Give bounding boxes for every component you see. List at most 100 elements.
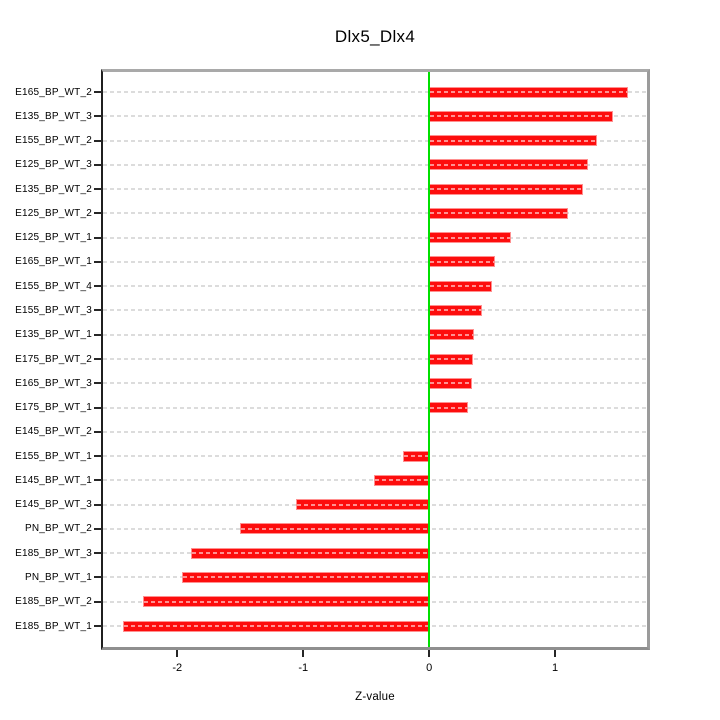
bar-highlight-dash xyxy=(144,600,429,603)
y-axis-label: E145_BP_WT_2 xyxy=(15,426,92,438)
bar xyxy=(295,499,430,511)
y-axis-tick xyxy=(94,503,102,506)
bar-highlight-dash xyxy=(430,115,612,118)
bar xyxy=(429,377,472,389)
y-axis-label: E165_BP_WT_1 xyxy=(15,256,92,268)
bar-highlight-dash xyxy=(430,358,473,360)
gridline xyxy=(103,285,647,288)
x-axis-title: Z-value xyxy=(355,691,395,703)
y-axis-tick xyxy=(94,430,102,433)
y-axis-tick xyxy=(94,527,102,530)
bar xyxy=(429,110,613,122)
y-axis-tick xyxy=(94,285,102,288)
bar xyxy=(429,207,568,219)
y-axis-label: E155_BP_WT_2 xyxy=(15,135,92,147)
bar xyxy=(373,474,430,486)
x-axis-tick-label: 0 xyxy=(426,662,433,674)
gridline xyxy=(103,139,647,142)
bar-highlight-dash xyxy=(430,406,468,409)
y-axis-label: E185_BP_WT_3 xyxy=(15,547,92,559)
y-axis-label: E185_BP_WT_1 xyxy=(15,620,92,632)
bar xyxy=(123,620,430,632)
gridline xyxy=(103,455,647,458)
gridline xyxy=(103,406,647,409)
bar-highlight-dash xyxy=(403,455,429,458)
bar xyxy=(191,547,430,559)
x-axis-tick xyxy=(554,650,557,657)
y-axis-tick xyxy=(94,260,102,263)
x-axis-tick xyxy=(302,650,305,657)
y-axis-label: E125_BP_WT_3 xyxy=(15,159,92,171)
gridline xyxy=(103,236,647,239)
bar-highlight-dash xyxy=(374,479,429,482)
y-axis-tick xyxy=(94,358,102,360)
y-axis-tick xyxy=(94,455,102,458)
y-axis-tick xyxy=(94,576,102,579)
zero-line xyxy=(428,72,431,647)
y-axis-label: E155_BP_WT_4 xyxy=(15,280,92,292)
bar-highlight-dash xyxy=(296,503,429,506)
y-axis-label: E135_BP_WT_1 xyxy=(15,329,92,341)
bar-highlight-dash xyxy=(430,382,471,385)
y-axis-label: E155_BP_WT_1 xyxy=(15,450,92,462)
gridline xyxy=(103,382,647,385)
y-axis-tick xyxy=(94,91,102,93)
bar-highlight-dash xyxy=(430,309,481,312)
bar xyxy=(429,304,482,316)
bar xyxy=(429,280,493,292)
gridline xyxy=(103,333,647,336)
y-axis-tick xyxy=(94,212,102,215)
y-axis-label: E145_BP_WT_3 xyxy=(15,499,92,511)
bar xyxy=(402,450,430,462)
bar-highlight-dash xyxy=(183,576,429,579)
gridline xyxy=(103,91,647,93)
gridline xyxy=(103,212,647,215)
y-axis-tick xyxy=(94,625,102,627)
gridline xyxy=(103,358,647,360)
bar-highlight-dash xyxy=(430,212,567,215)
bar xyxy=(429,402,469,414)
bar xyxy=(429,159,588,171)
bar-highlight-dash xyxy=(192,552,429,555)
gridline xyxy=(103,163,647,166)
y-axis-tick xyxy=(94,382,102,385)
bar xyxy=(429,329,475,341)
x-axis-tick xyxy=(428,650,431,657)
bar xyxy=(429,256,495,268)
gridline xyxy=(103,430,647,433)
bar xyxy=(429,183,583,195)
y-axis-tick xyxy=(94,115,102,118)
gridline xyxy=(103,188,647,191)
bar xyxy=(240,523,430,535)
bar-highlight-dash xyxy=(430,285,492,288)
y-axis-label: E125_BP_WT_2 xyxy=(15,207,92,219)
x-axis-tick-label: -1 xyxy=(298,662,309,674)
y-axis-tick xyxy=(94,406,102,409)
x-axis-tick-label: -2 xyxy=(172,662,183,674)
bar xyxy=(182,571,430,583)
bar-highlight-dash xyxy=(124,625,429,627)
bar-highlight-dash xyxy=(430,188,582,191)
y-axis-tick xyxy=(94,479,102,482)
y-axis-label: E165_BP_WT_3 xyxy=(15,377,92,389)
bar-highlight-dash xyxy=(430,236,510,239)
y-axis-tick xyxy=(94,552,102,555)
bar-highlight-dash xyxy=(241,527,429,530)
y-axis-label: E175_BP_WT_2 xyxy=(15,353,92,365)
gridline xyxy=(103,115,647,118)
y-axis-label: PN_BP_WT_1 xyxy=(24,571,92,583)
y-axis-tick xyxy=(94,139,102,142)
x-axis-tick-label: 1 xyxy=(552,662,559,674)
gridline xyxy=(103,260,647,263)
y-axis-tick xyxy=(94,309,102,312)
y-axis-label: E145_BP_WT_1 xyxy=(15,474,92,486)
bar-highlight-dash xyxy=(430,91,628,93)
bar-highlight-dash xyxy=(430,333,474,336)
y-axis-label: E155_BP_WT_3 xyxy=(15,304,92,316)
y-axis-label: E175_BP_WT_1 xyxy=(15,402,92,414)
bar xyxy=(429,86,629,98)
y-axis-tick xyxy=(94,163,102,166)
y-axis-tick xyxy=(94,188,102,191)
y-axis-label: E185_BP_WT_2 xyxy=(15,596,92,608)
chart-title: Dlx5_Dlx4 xyxy=(334,27,416,46)
